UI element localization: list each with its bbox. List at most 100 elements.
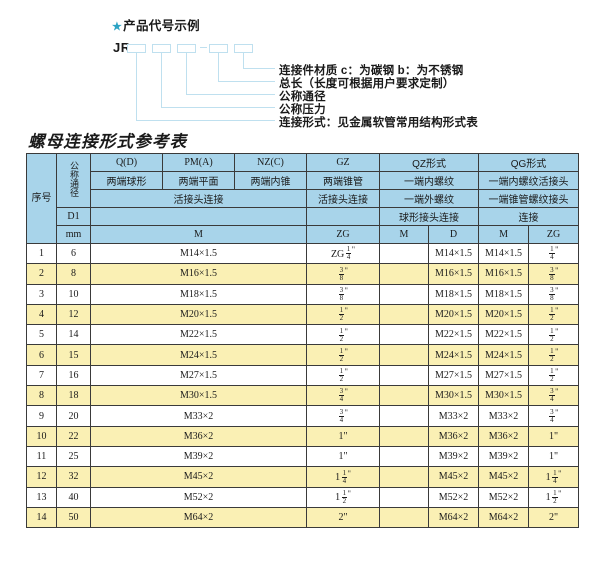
fraction-numerator: 1 [549,306,555,316]
header-desc-qz: 一端内螺纹 [378,171,480,190]
cell-qg-m: M27×1.5 [478,364,530,387]
product-code-diagram: ★产品代号示例 JR 连接件材质 c：为碳钢 b：为不锈钢 总长（长度可根据用户… [0,0,600,129]
cell-seq: 6 [26,344,57,366]
cell-qz-d: M27×1.5 [427,364,480,387]
table-row: 9 20 M33×2 3 4 " M33×2 M33×2 3 4 " [26,405,580,427]
product-code-heading-text: 产品代号示例 [123,19,200,33]
fraction-denominator: 2 [553,496,557,505]
code-box-connection-type [127,44,146,53]
fraction-numerator: 1 [549,326,555,336]
table-row: 6 15 M24×1.5 1 2 " M24×1.5 M24×1.5 1 2 " [26,344,580,366]
header-unit-zg-gz: ZG [306,225,380,244]
cell-qz-m [379,283,429,305]
leader-line-length-h [218,81,275,83]
fraction-numerator: 1 [552,468,558,478]
fraction-denominator: 4 [550,395,554,404]
cell-thread-m: M14×1.5 [90,242,307,265]
code-prefix-label: JR [113,40,131,55]
cell-thread-m: M45×2 [90,466,307,488]
inch-mark: " [344,326,348,336]
cell-nominal-dn: 14 [56,324,91,346]
cell-zg-gz: 3 8 " [306,263,380,285]
cell-qg-m: M30×1.5 [478,385,530,407]
fraction-numerator: 3 [549,407,555,417]
cell-qz-d: M22×1.5 [427,324,480,346]
header-row-descriptions-2: 活接头连接 活接头连接 一端外螺纹 一端锥管螺纹接头 [27,189,580,208]
fraction-numerator: 1 [338,346,345,356]
cell-qz-d: M30×1.5 [427,385,480,407]
fraction-denominator: 2 [342,496,347,505]
header-desc-union-gz: 活接头连接 [306,189,380,208]
leader-line-conntype-v [136,53,138,121]
table-row: 7 16 M27×1.5 1 2 " M27×1.5 M27×1.5 1 2 " [26,364,580,387]
cell-thread-m: M39×2 [90,445,307,468]
code-box-material [234,44,253,53]
header-desc-gz: 两端锥管 [306,171,380,190]
cell-qg-m: M18×1.5 [478,283,530,305]
cell-nominal-dn: 10 [56,283,91,305]
cell-qz-d: M64×2 [427,506,480,529]
leader-line-conntype-h [136,120,275,122]
cell-qg-zg: 1 2 " [528,364,580,387]
cell-zg-gz: 1 2 " [306,303,380,326]
fraction-denominator: 4 [550,415,554,424]
cell-qg-zg: 1 2 " [528,303,580,326]
cell-thread-m: M30×1.5 [90,385,307,407]
cell-qg-m: M24×1.5 [478,344,530,366]
header-seq-text: 序号 [31,193,52,204]
cell-zg-gz: 1" [306,445,380,468]
cell-qg-zg: 1 1 2 " [528,486,580,508]
cell-thread-m: M20×1.5 [90,303,307,326]
inch-plain: 1" [548,430,559,442]
cell-qz-d: M45×2 [427,466,480,488]
fraction-numerator: 1 [549,245,555,255]
cell-thread-m: M18×1.5 [90,283,307,305]
table-row: 3 10 M18×1.5 3 8 " M18×1.5 M18×1.5 3 8 " [26,283,580,305]
inch-plain: 2" [548,512,559,523]
cell-seq: 4 [26,303,57,326]
header-nominal-diameter-text: 公称通径 [69,161,79,197]
fraction-denominator: 8 [550,273,554,282]
header-desc-pma: 两端平面 [162,171,235,190]
annotation-nominal-pressure: 公称压力 [279,104,326,116]
annotation-connection-type: 连接形式：见金属软管常用结构形式表 [279,117,478,129]
fraction-denominator: 4 [339,415,344,424]
cell-qz-d: M20×1.5 [427,303,480,326]
cell-thread-m: M16×1.5 [90,263,307,285]
fraction-numerator: 1 [341,468,348,478]
fraction-denominator: 8 [550,294,554,302]
cell-qg-zg: 1 4 " [528,242,580,265]
cell-zg-gz: 3 8 " [306,283,380,305]
whole-number: 1 [545,492,551,504]
fraction-denominator: 2 [339,314,344,323]
cell-thread-m: M64×2 [90,506,307,529]
fraction-denominator: 4 [339,395,344,404]
fraction-numerator: 1 [338,306,345,316]
header-group-code-nzc: NZ(C) [234,153,307,172]
table-row: 10 22 M36×2 1" M36×2 M36×2 1" [26,425,580,447]
cell-qg-zg: 1 1 4 " [528,466,580,488]
fraction-numerator: 1 [345,245,352,255]
fraction-numerator: 1 [338,326,345,336]
fraction-numerator: 3 [338,265,345,275]
cell-qz-m [379,425,429,447]
table-row: 4 12 M20×1.5 1 2 " M20×1.5 M20×1.5 1 2 " [26,303,580,326]
header-desc-nzc: 两端内锥 [234,171,307,190]
cell-nominal-dn: 8 [56,263,91,285]
inch-plain: 1" [338,451,348,463]
header-group-code-qd: Q(D) [90,153,163,172]
cell-qz-m [379,385,429,407]
table-row: 5 14 M22×1.5 1 2 " M22×1.5 M22×1.5 1 2 " [26,324,580,346]
fraction-numerator: 3 [549,265,555,275]
cell-zg-gz: 2" [306,506,380,529]
inch-mark: " [555,407,559,417]
header-desc-ball-joint-qz: 球形接头连接 [378,207,480,226]
cell-nominal-dn: 25 [56,445,91,468]
cell-qz-d: M33×2 [427,405,480,427]
code-separator-dash [200,47,207,49]
